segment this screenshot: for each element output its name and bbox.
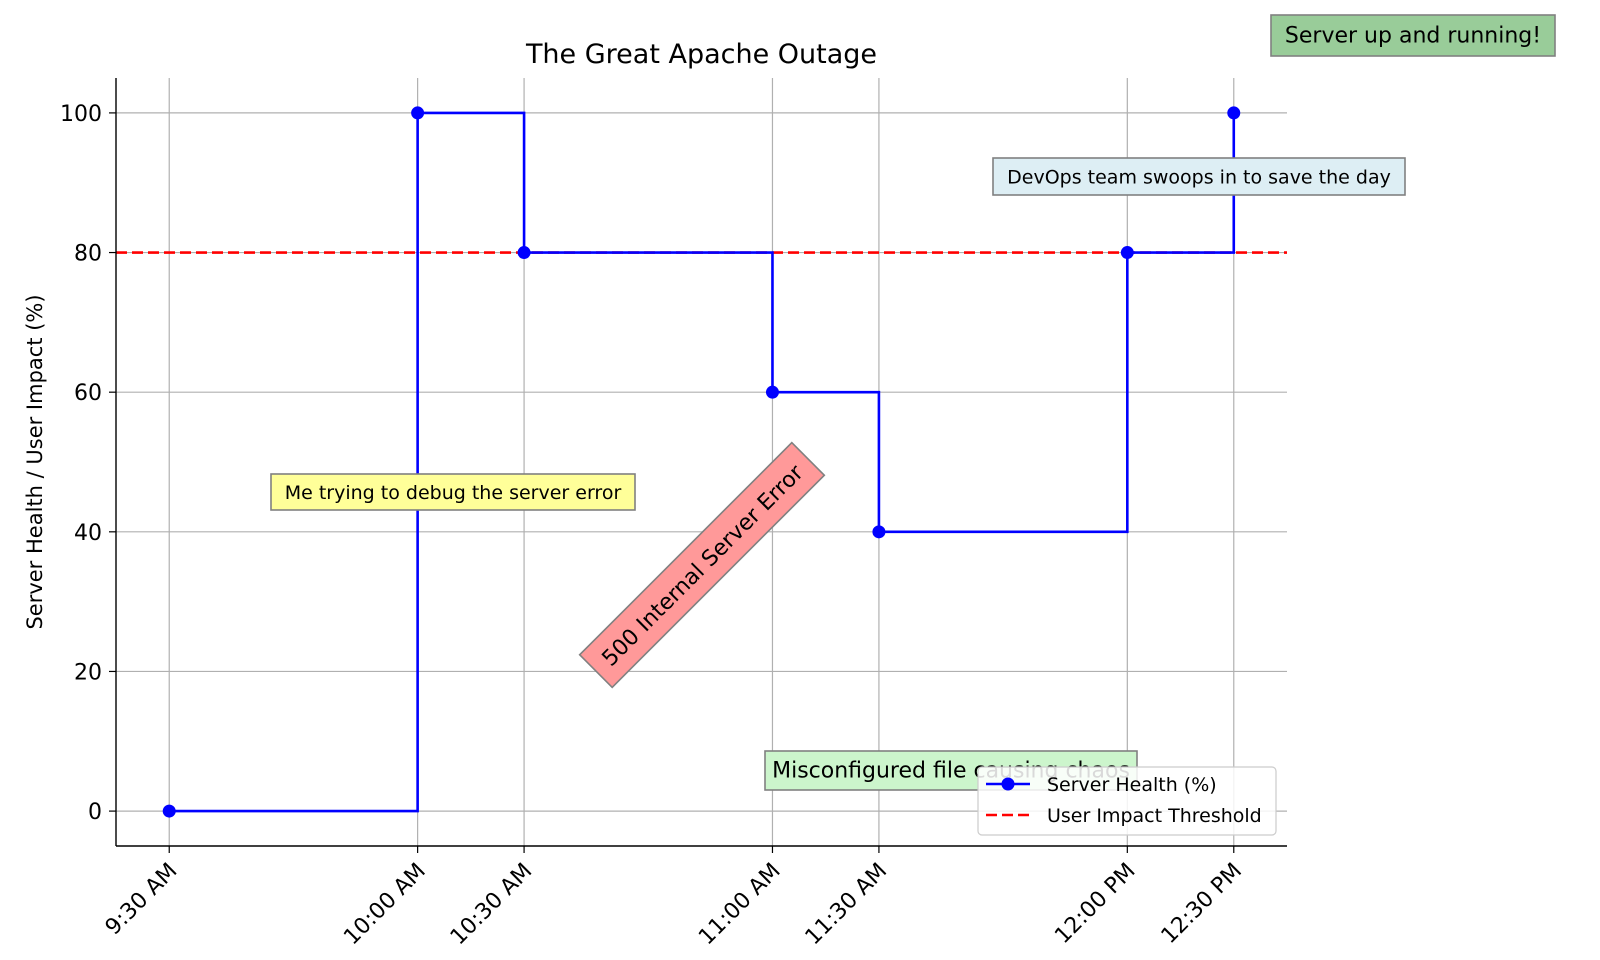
annotation-devops: DevOps team swoops in to save the day	[992, 157, 1406, 196]
y-tick-label: 80	[74, 242, 102, 267]
y-tick-label: 40	[74, 521, 102, 546]
series-layer	[162, 106, 1241, 818]
x-tick-label: 12:30 PM	[1157, 859, 1247, 949]
y-tick-label: 60	[74, 381, 102, 406]
y-tick-label: 20	[74, 660, 102, 685]
x-tick-label: 9:30 AM	[101, 859, 183, 941]
legend-label-health: Server Health (%)	[1047, 774, 1217, 796]
server-health-point	[517, 246, 531, 260]
x-tick-label: 11:00 AM	[694, 859, 786, 951]
chart-title: The Great Apache Outage	[525, 39, 877, 70]
legend-box	[977, 766, 1277, 836]
annotation-server-up: Server up and running!	[1270, 14, 1556, 57]
annotations: Server up and running! DevOps team swoops…	[270, 14, 1556, 791]
server-health-point	[1227, 106, 1241, 120]
y-axis-label: Server Health / User Impact (%)	[23, 294, 47, 629]
y-tick-label: 0	[88, 800, 102, 825]
server-health-point	[872, 525, 886, 539]
x-tick-label: 10:30 AM	[446, 859, 538, 951]
server-health-point	[765, 385, 779, 399]
server-health-point	[411, 106, 425, 120]
server-health-point	[1120, 246, 1134, 260]
server-health-line	[169, 111, 1236, 813]
annotation-text: Server up and running!	[1285, 24, 1541, 49]
annotation-debug: Me trying to debug the server error	[270, 473, 636, 511]
legend-label-threshold: User Impact Threshold	[1047, 805, 1262, 827]
annotation-box	[1270, 14, 1556, 57]
annotation-box	[992, 157, 1406, 196]
legend-marker-health	[1001, 777, 1015, 791]
annotation-text: DevOps team swoops in to save the day	[1007, 167, 1391, 189]
server-health-point	[162, 804, 176, 818]
annotation-box	[578, 441, 826, 689]
x-tick-label: 11:30 AM	[801, 859, 893, 951]
x-tick-label: 12:00 PM	[1050, 859, 1140, 949]
y-tick-label: 100	[60, 102, 102, 127]
annotation-text: Me trying to debug the server error	[285, 482, 622, 504]
annotation-box	[270, 473, 636, 511]
legend: Server Health (%) User Impact Threshold	[977, 766, 1277, 836]
x-tick-label: 10:00 AM	[339, 859, 431, 951]
